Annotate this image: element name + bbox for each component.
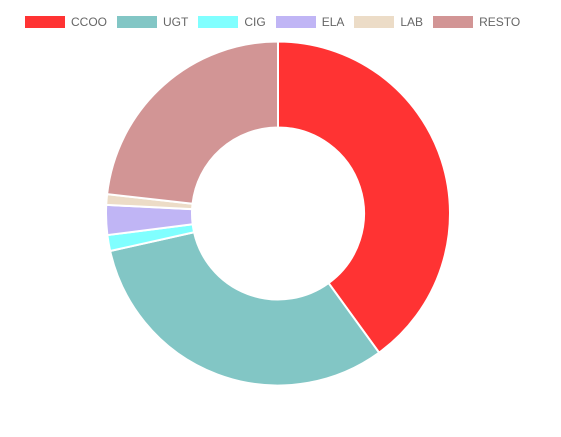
legend-swatch bbox=[354, 16, 395, 28]
legend-item-cig[interactable]: CIG bbox=[198, 15, 266, 29]
legend-label: RESTO bbox=[479, 15, 521, 29]
slice-ugt[interactable] bbox=[108, 231, 381, 387]
legend-label: ELA bbox=[321, 15, 345, 29]
legend-label: LAB bbox=[400, 15, 424, 29]
legend-swatch bbox=[275, 16, 316, 28]
legend-item-ugt[interactable]: UGT bbox=[117, 16, 188, 28]
legend: CCOO UGT CIG ELA LAB RESTO bbox=[25, 14, 530, 30]
legend-item-ccoo[interactable]: CCOO bbox=[25, 16, 107, 28]
slice-resto[interactable] bbox=[105, 40, 279, 205]
legend-item-lab[interactable]: LAB bbox=[354, 16, 423, 28]
legend-label: UGT bbox=[163, 15, 189, 29]
legend-swatch bbox=[433, 16, 474, 28]
slice-ccoo[interactable] bbox=[277, 40, 451, 355]
legend-swatch bbox=[198, 16, 239, 28]
legend-label: CCOO bbox=[71, 15, 107, 29]
legend-label: CIG bbox=[244, 15, 266, 29]
legend-item-ela[interactable]: ELA bbox=[275, 15, 345, 29]
legend-swatch bbox=[117, 16, 157, 28]
legend-item-resto[interactable]: RESTO bbox=[433, 16, 520, 28]
legend-swatch bbox=[25, 16, 65, 28]
